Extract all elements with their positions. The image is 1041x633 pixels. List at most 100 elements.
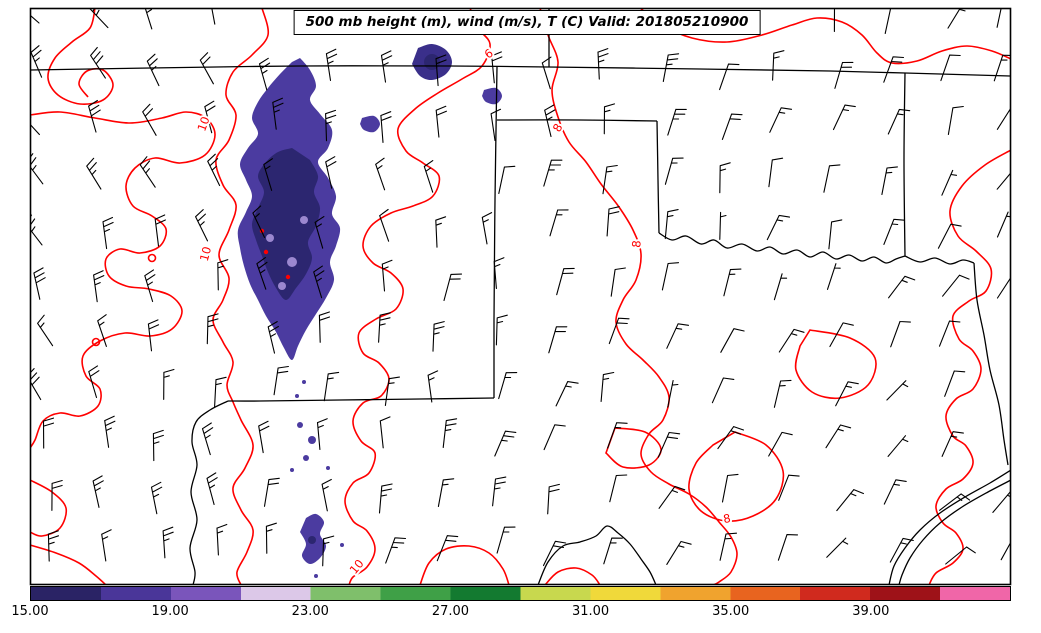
wind-barb: [602, 164, 618, 195]
wind-barb: [721, 113, 743, 140]
wind-barb: [720, 328, 745, 353]
wind-barb: [889, 537, 914, 563]
wind-barb: [996, 9, 1002, 28]
precip-shading-speck: [326, 466, 330, 470]
wind-barb: [657, 431, 681, 458]
wind-barb: [938, 320, 961, 347]
state-border-line: [227, 397, 495, 402]
wind-barb: [314, 216, 325, 249]
wind-barb: [826, 263, 841, 290]
wind-barb: [658, 485, 686, 509]
wind-barb: [139, 156, 156, 188]
wind-barb: [881, 166, 898, 196]
wind-barb: [603, 537, 623, 565]
wind-barb: [494, 430, 517, 457]
wind-barb: [667, 108, 687, 136]
precip-shading-blob: [482, 87, 502, 105]
wind-barb: [829, 322, 854, 348]
wind-barb: [664, 209, 679, 240]
wind-barb: [435, 54, 447, 87]
temperature-contour-line: [688, 431, 785, 522]
wind-barb: [252, 205, 266, 238]
precip-shading-blob: [360, 115, 380, 133]
wind-barb: [322, 535, 335, 567]
wind-barb: [207, 153, 221, 187]
wind-barb: [828, 219, 843, 250]
contour-label: 8: [629, 240, 644, 249]
wind-barb: [778, 328, 805, 353]
contour-label: 6: [482, 46, 496, 62]
wind-barb: [883, 218, 905, 245]
wind-barb: [206, 313, 219, 345]
wind-barb: [608, 317, 630, 345]
wind-barb: [381, 259, 393, 292]
wind-barb: [836, 489, 864, 512]
wind-barb: [325, 48, 338, 81]
contour-label: 10: [194, 115, 212, 134]
wind-barb: [31, 214, 43, 246]
temperature-contour-line: [419, 544, 510, 584]
wind-barb: [86, 157, 102, 190]
colorbar: [30, 586, 1011, 601]
wind-barb: [832, 104, 856, 131]
wind-barb: [772, 50, 785, 81]
wind-barb: [88, 99, 101, 133]
wind-barb: [996, 108, 1010, 130]
contour-label: 10: [347, 557, 367, 577]
map-title: 500 mb height (m), wind (m/s), T (C) Val…: [293, 10, 761, 35]
wind-barb: [543, 424, 566, 451]
wind-barb: [380, 50, 393, 83]
colorbar-tick-label: 39.00: [852, 604, 890, 619]
wind-barb: [443, 273, 463, 302]
wind-barb: [385, 537, 407, 564]
wind-barb: [778, 474, 800, 501]
precip-shading-speck: [314, 574, 318, 578]
wind-barb: [492, 476, 507, 507]
wind-barb: [719, 162, 731, 194]
temperature-contour-line: [344, 9, 491, 584]
wind-barb: [498, 165, 516, 195]
wind-barb: [211, 9, 216, 25]
wind-barb: [97, 314, 107, 347]
wind-barb: [152, 429, 164, 462]
wind-barb: [204, 100, 216, 134]
temperature-contour-closed-loop: [91, 337, 101, 347]
wind-barb: [88, 365, 100, 399]
wind-barb: [939, 493, 971, 511]
wind-barb: [51, 479, 63, 511]
wind-barb: [661, 262, 680, 291]
wind-barb: [600, 371, 615, 403]
wind-barb: [89, 9, 109, 29]
wind-barb: [436, 535, 459, 562]
wind-barb: [888, 275, 916, 299]
precip-shading-light-patch: [300, 216, 308, 224]
wind-barb: [195, 209, 209, 242]
wind-barb: [768, 431, 793, 457]
wind-barb: [379, 416, 391, 449]
colorbar-tick-label: 31.00: [571, 604, 610, 619]
wind-barb: [313, 265, 325, 299]
wind-barb: [378, 312, 391, 343]
wind-barb: [719, 63, 740, 91]
precip-shading-light-patch: [278, 282, 286, 290]
wind-barb: [258, 57, 271, 91]
wind-barb: [597, 48, 609, 80]
wind-barb: [773, 273, 788, 301]
colorbar-tick-label: 15.00: [11, 604, 49, 619]
wind-barb: [606, 206, 620, 237]
temperature-contour-line: [639, 9, 1010, 65]
wind-barb: [31, 368, 42, 401]
wind-barb: [834, 61, 854, 89]
state-border-line: [904, 72, 1010, 77]
wind-barb: [890, 320, 911, 348]
wind-barb: [548, 326, 568, 354]
wind-barb: [543, 159, 563, 187]
wind-barb: [37, 314, 54, 347]
wind-barb: [214, 376, 227, 408]
precip-shading-speck: [302, 380, 306, 384]
wind-barb: [766, 214, 791, 241]
wind-barb: [887, 108, 911, 135]
wind-barb: [940, 54, 961, 82]
precip-shading-blob: [251, 148, 321, 300]
